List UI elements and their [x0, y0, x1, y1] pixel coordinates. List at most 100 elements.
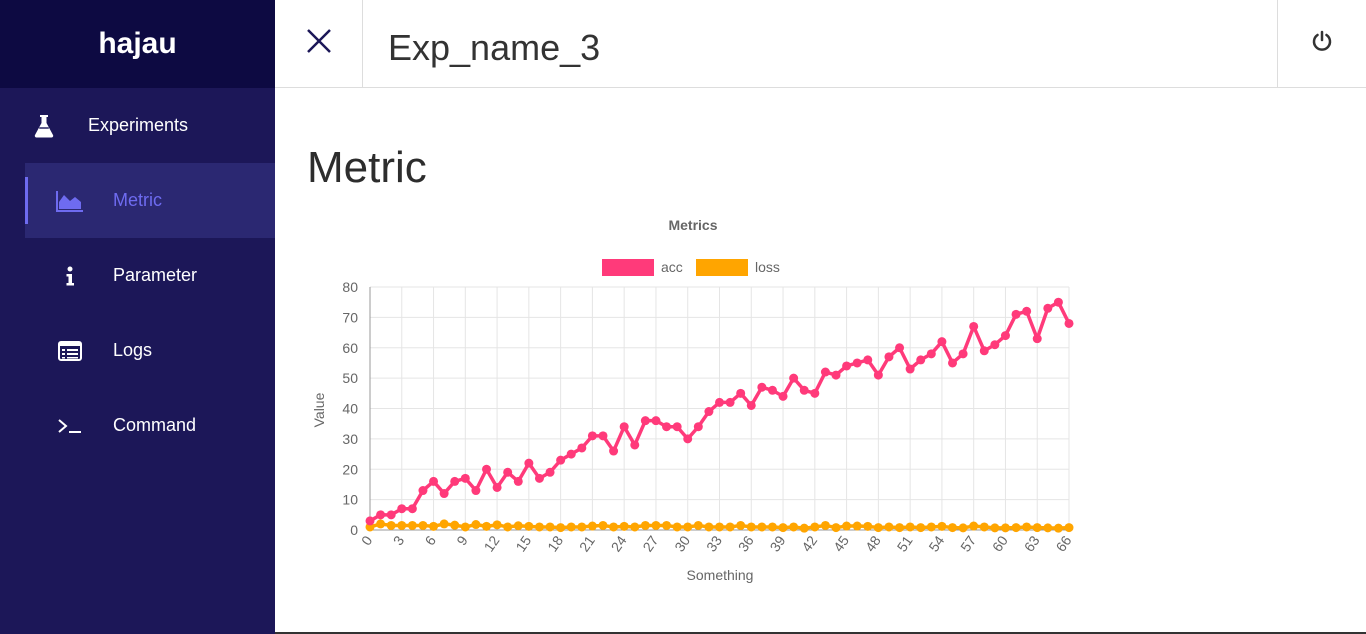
data-point-acc: [969, 321, 979, 331]
data-point-loss: [736, 520, 746, 530]
data-point-loss: [693, 520, 703, 530]
x-axis-label: Something: [687, 567, 754, 583]
top-bar: Exp_name_3: [275, 0, 1366, 88]
data-point-loss: [1011, 523, 1021, 533]
sidebar-item-metric[interactable]: Metric: [25, 163, 275, 238]
sidebar-item-experiments[interactable]: Experiments: [0, 88, 275, 163]
data-point-loss: [503, 522, 513, 532]
data-point-acc: [439, 489, 449, 499]
brand-logo[interactable]: hajau: [0, 0, 275, 88]
data-point-loss: [948, 523, 957, 533]
data-point-loss: [524, 521, 534, 531]
data-point-acc: [767, 385, 777, 395]
x-tick-label: 48: [862, 532, 884, 554]
x-tick-label: 24: [608, 532, 630, 554]
sidebar: hajau Experiments Metric Parameter Logs …: [0, 0, 275, 634]
logout-button[interactable]: [1277, 0, 1366, 87]
data-point-loss: [609, 522, 619, 532]
data-point-loss: [587, 521, 597, 531]
x-tick-label: 30: [671, 532, 693, 554]
x-tick-label: 0: [358, 533, 376, 549]
data-point-acc: [513, 476, 523, 486]
data-point-loss: [863, 521, 873, 531]
data-point-acc: [545, 467, 555, 477]
x-tick-label: 12: [481, 532, 503, 554]
y-tick-label: 0: [350, 522, 358, 538]
data-point-acc: [524, 458, 534, 468]
data-point-acc: [429, 476, 439, 486]
data-point-loss: [407, 520, 417, 530]
data-point-acc: [672, 422, 682, 432]
y-tick-label: 50: [342, 370, 358, 386]
data-point-acc: [926, 349, 936, 359]
data-point-loss: [683, 522, 693, 532]
list-icon: [55, 340, 85, 361]
bottom-border: [275, 632, 1366, 634]
data-point-loss: [767, 522, 777, 532]
data-point-loss: [1064, 523, 1074, 533]
data-point-acc: [503, 467, 513, 477]
data-point-loss: [397, 520, 407, 530]
x-tick-label: 60: [989, 532, 1011, 554]
data-point-loss: [471, 520, 481, 530]
x-tick-label: 15: [512, 532, 534, 554]
data-point-loss: [757, 522, 767, 532]
data-point-acc: [1000, 331, 1010, 341]
y-axis-label: Value: [311, 392, 327, 427]
data-point-loss: [534, 522, 544, 532]
legend-label-loss: loss: [755, 259, 780, 275]
data-point-acc: [376, 510, 386, 520]
data-point-acc: [916, 355, 926, 365]
data-point-acc: [736, 388, 746, 398]
data-point-acc: [725, 397, 735, 407]
data-point-acc: [979, 346, 989, 356]
data-point-acc: [471, 486, 481, 496]
area-chart-icon: [55, 190, 85, 212]
x-tick-label: 9: [453, 533, 471, 549]
data-point-loss: [820, 520, 830, 530]
info-icon: [55, 266, 85, 286]
data-point-acc: [799, 385, 809, 395]
x-tick-label: 57: [957, 532, 979, 554]
data-point-acc: [789, 373, 799, 383]
data-point-acc: [884, 352, 894, 362]
data-point-acc: [577, 443, 587, 453]
close-button[interactable]: [275, 0, 363, 87]
data-point-acc: [757, 382, 767, 392]
y-tick-label: 60: [342, 340, 358, 356]
data-point-loss: [969, 521, 979, 531]
x-tick-label: 33: [703, 532, 725, 554]
data-point-loss: [926, 522, 936, 532]
data-point-acc: [831, 370, 841, 380]
data-point-loss: [905, 522, 915, 532]
data-point-loss: [778, 523, 788, 533]
x-tick-label: 27: [639, 532, 661, 554]
data-point-acc: [820, 367, 830, 377]
data-point-loss: [460, 522, 470, 532]
data-point-acc: [958, 349, 968, 359]
data-point-loss: [577, 522, 587, 532]
data-point-acc: [651, 416, 661, 426]
data-point-acc: [715, 397, 724, 407]
sidebar-item-parameter[interactable]: Parameter: [25, 238, 275, 313]
data-point-loss: [482, 521, 491, 531]
data-point-loss: [418, 520, 428, 530]
sidebar-item-logs[interactable]: Logs: [25, 313, 275, 388]
sidebar-item-label: Experiments: [88, 115, 189, 135]
data-point-loss: [1043, 523, 1053, 533]
data-point-loss: [852, 521, 862, 531]
data-point-acc: [990, 340, 1000, 350]
sidebar-item-label: Metric: [113, 190, 162, 210]
data-point-acc: [683, 434, 693, 444]
data-point-loss: [1053, 523, 1063, 533]
data-point-acc: [365, 516, 375, 526]
data-point-loss: [895, 523, 905, 533]
y-tick-label: 20: [342, 461, 358, 477]
data-point-acc: [895, 343, 905, 353]
x-tick-label: 39: [766, 532, 788, 554]
data-point-loss: [640, 520, 650, 530]
data-point-loss: [651, 520, 661, 530]
x-tick-label: 18: [544, 532, 566, 554]
sidebar-item-command[interactable]: Command: [25, 388, 275, 463]
data-point-acc: [937, 337, 947, 347]
